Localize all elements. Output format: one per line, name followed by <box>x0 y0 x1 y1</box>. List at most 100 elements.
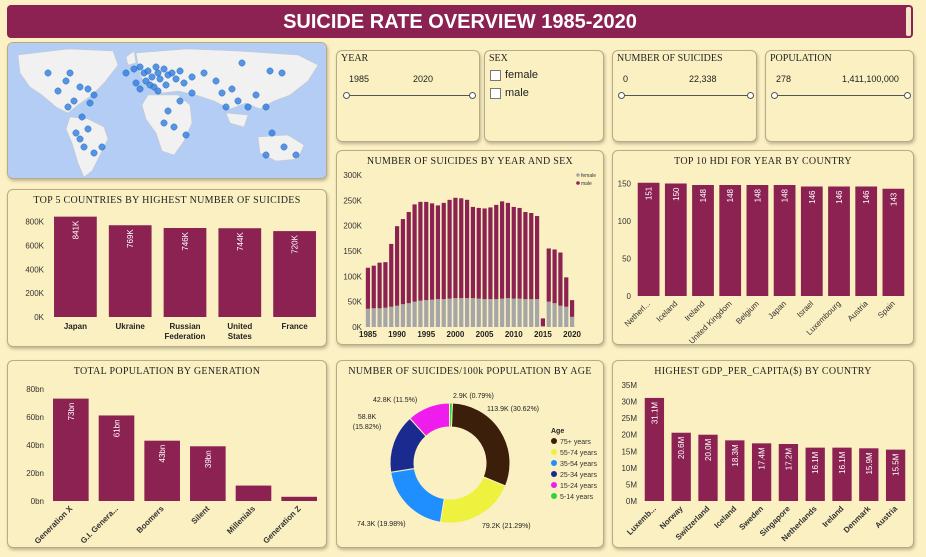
world-map[interactable] <box>8 43 327 179</box>
map-data-point <box>200 69 208 77</box>
bar <box>800 186 823 296</box>
data-label: 146 <box>835 190 844 204</box>
category-label: Norway <box>658 504 685 531</box>
sex-option-male[interactable]: male <box>490 87 529 99</box>
bar <box>664 183 687 296</box>
bar-male <box>453 197 458 299</box>
bar-male <box>564 277 569 307</box>
map-data-point <box>144 67 152 75</box>
category-label: Israel <box>795 299 815 319</box>
y-tick-label: 0M <box>626 497 637 506</box>
male-checkbox[interactable] <box>490 87 501 99</box>
map-data-point <box>266 67 274 75</box>
category-label: Iceland <box>655 299 680 324</box>
bar-male <box>517 207 522 299</box>
year-slicer: YEAR 1985 2020 <box>336 50 480 142</box>
bar <box>719 185 742 296</box>
top5-countries-panel: TOP 5 COUNTRIES BY HIGHEST NUMBER OF SUI… <box>7 189 327 347</box>
y-tick-label: 200K <box>343 222 362 231</box>
map-data-point <box>156 75 164 83</box>
map-data-point <box>80 143 88 151</box>
bar-female <box>546 301 551 327</box>
suicides-slicer: NUMBER OF SUICIDES 0 22,338 <box>612 50 757 142</box>
legend-label: male <box>581 181 592 187</box>
bar-female <box>569 316 575 327</box>
y-tick-label: 800K <box>25 218 44 227</box>
map-data-point <box>188 89 196 97</box>
legend-dot <box>551 482 557 488</box>
sex-option-female[interactable]: female <box>490 69 538 81</box>
bar-female <box>453 298 458 327</box>
x-tick-label: 1990 <box>388 330 406 339</box>
world-map-panel[interactable] <box>7 42 327 179</box>
category-label: Austria <box>846 299 870 323</box>
map-data-point <box>152 63 160 71</box>
bar-male <box>470 206 476 299</box>
map-data-point <box>154 69 162 77</box>
data-label: 143 <box>889 192 898 206</box>
data-label: 31.1M <box>650 402 659 425</box>
year-slider-track[interactable] <box>346 95 473 96</box>
bar-female <box>529 299 534 327</box>
map-data-point <box>72 129 80 137</box>
bar-male <box>383 262 388 308</box>
population-min-value: 278 <box>776 74 792 84</box>
data-label: 20.6M <box>677 436 686 459</box>
map-data-point <box>136 85 144 93</box>
bar-female <box>418 300 423 327</box>
bar <box>751 443 772 501</box>
suicides-slider-max-handle[interactable] <box>747 92 754 99</box>
suicides-slider-min-handle[interactable] <box>618 92 625 99</box>
bar-female <box>383 307 388 327</box>
suicides-slider-track[interactable] <box>621 95 751 96</box>
map-data-point <box>86 99 94 107</box>
age-panel: NUMBER OF SUICIDES/100k POPULATION BY AG… <box>336 360 604 548</box>
donut-slice <box>448 402 453 428</box>
legend-dot <box>576 173 580 177</box>
x-tick-label: 2015 <box>534 330 552 339</box>
legend-label: female <box>581 173 596 179</box>
generation-chart-title: TOTAL POPULATION BY GENERATION <box>73 366 261 377</box>
hdi-panel: TOP 10 HDI FOR YEAR BY COUNTRY 0 50 100 150… <box>612 150 914 346</box>
bar-male <box>552 249 557 304</box>
data-label: 39bn <box>204 450 213 468</box>
bar-male <box>488 207 493 300</box>
map-data-point <box>66 69 74 77</box>
population-slider-min-handle[interactable] <box>771 92 778 99</box>
data-label: 15.5M <box>892 453 901 476</box>
bar <box>144 440 180 501</box>
map-data-point <box>70 97 78 105</box>
bar-male <box>406 211 411 304</box>
y-tick-label: 20bn <box>26 469 44 478</box>
x-tick-label: 2010 <box>505 330 523 339</box>
gdp-panel: HIGHEST GDP_PER_CAPITA($) BY COUNTRY 0M 5… <box>612 360 914 548</box>
category-label: Federation <box>165 332 206 341</box>
category-label: Generation Z <box>261 504 302 545</box>
bar-female <box>365 308 371 327</box>
year-max-value: 2020 <box>413 74 434 84</box>
category-label: Luxemb... <box>625 504 658 537</box>
bar-male <box>505 202 511 299</box>
bar-female <box>400 304 406 327</box>
bar-male <box>511 206 516 299</box>
donut-data-label: (15.82%) <box>353 424 381 431</box>
map-data-point <box>148 73 156 81</box>
data-label: 744K <box>236 232 245 251</box>
data-label: 20.0M <box>704 438 713 461</box>
map-data-point <box>244 103 252 111</box>
dashboard-title: SUICIDE RATE OVERVIEW 1985-2020 <box>283 11 637 33</box>
map-data-point <box>64 103 72 111</box>
bar-male <box>523 211 528 300</box>
data-label: 841K <box>71 220 80 239</box>
gdp-chart: 0M 5M 10M 15M 20M 25M 30M 35M 31.1M Luxemb... 20.6… <box>621 381 906 543</box>
donut-data-label: 42.8K (11.5%) <box>373 397 417 404</box>
bar-female <box>424 300 429 327</box>
population-slider-max-handle[interactable] <box>904 92 911 99</box>
female-checkbox[interactable] <box>490 69 501 81</box>
bar <box>855 186 878 296</box>
donut-slice <box>439 476 507 524</box>
header-scrollbar[interactable] <box>906 7 911 36</box>
year-slider-max-handle[interactable] <box>469 92 476 99</box>
population-slider-track[interactable] <box>774 95 908 96</box>
year-slider-min-handle[interactable] <box>343 92 350 99</box>
